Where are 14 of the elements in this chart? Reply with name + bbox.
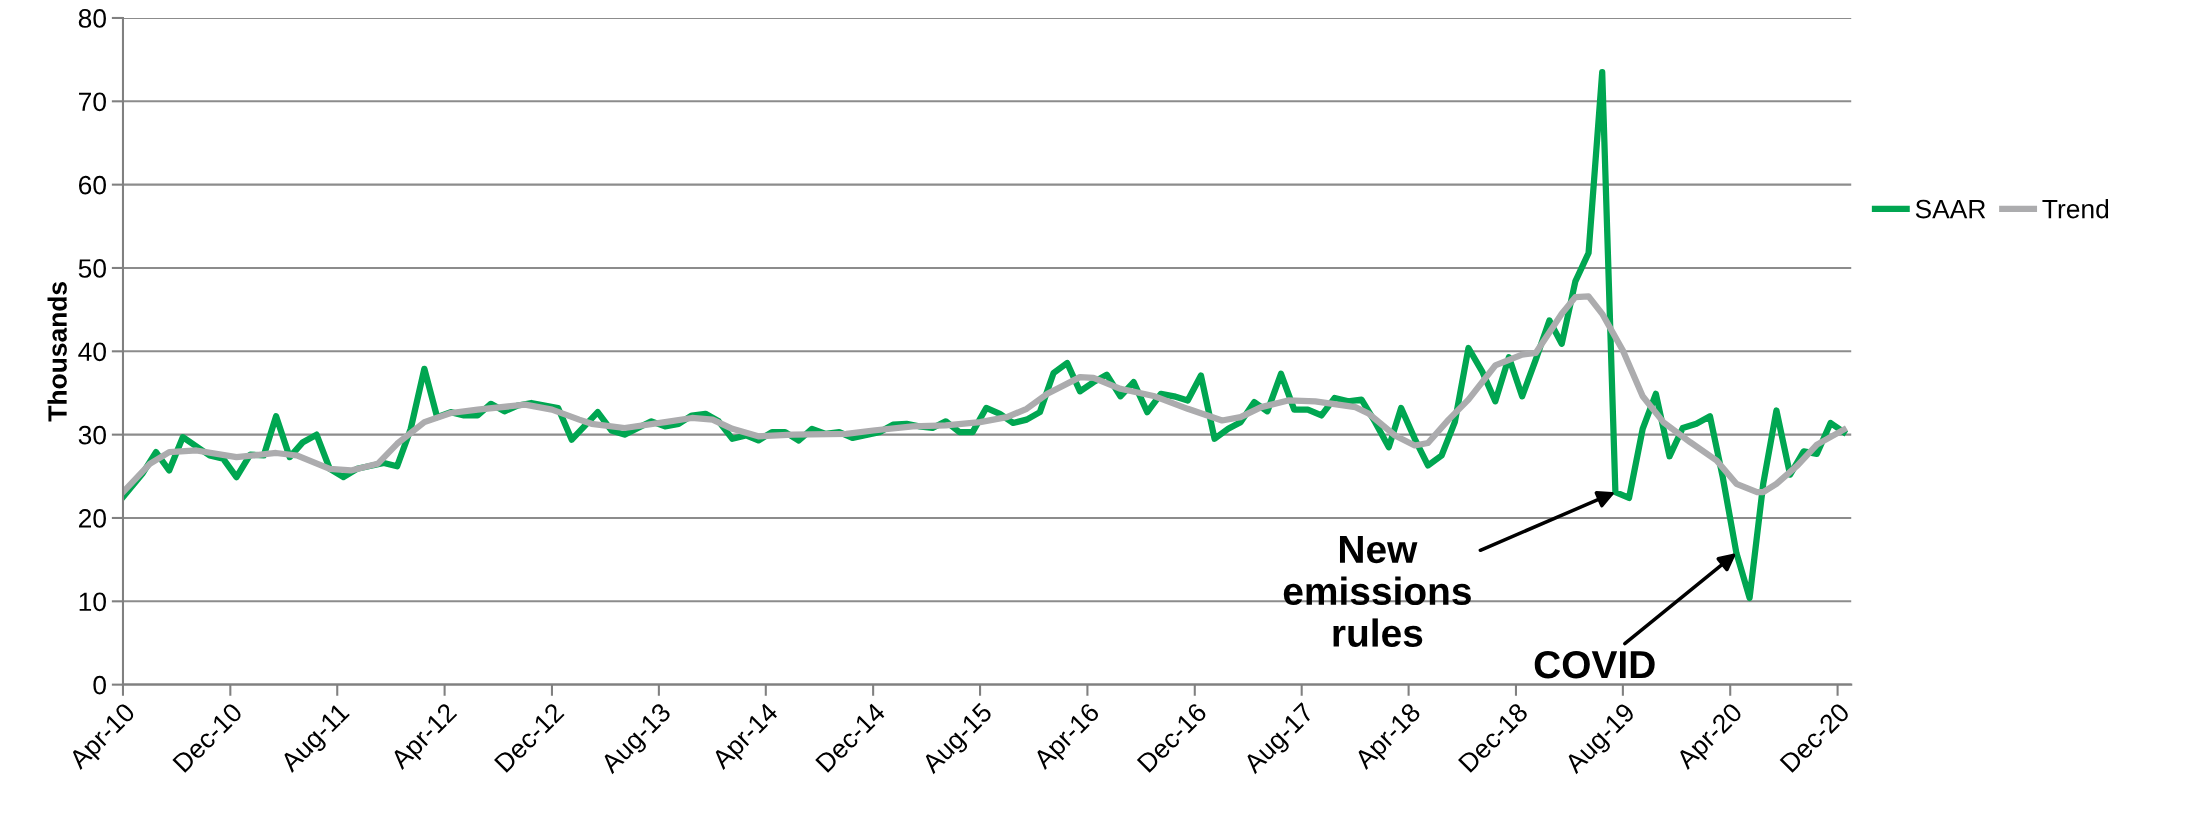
y-tick-label: 40	[78, 342, 106, 362]
legend-label: Trend	[2042, 199, 2109, 219]
legend-label: SAAR	[1915, 199, 1986, 219]
y-tick-label: 20	[78, 509, 106, 528]
y-tick-label: 30	[78, 425, 106, 445]
y-tick-label: 60	[78, 175, 106, 195]
annotation: New emissions rules	[1283, 536, 1471, 647]
y-tick-label: 50	[78, 259, 106, 278]
y-tick-label: 70	[79, 92, 106, 112]
y-tick-label: 10	[79, 592, 106, 612]
y-tick-label: 0	[93, 675, 106, 695]
y-tick-label: 80	[78, 9, 106, 28]
annotation: COVID	[1534, 650, 1655, 679]
y-axis-title: Thousands	[47, 282, 67, 422]
